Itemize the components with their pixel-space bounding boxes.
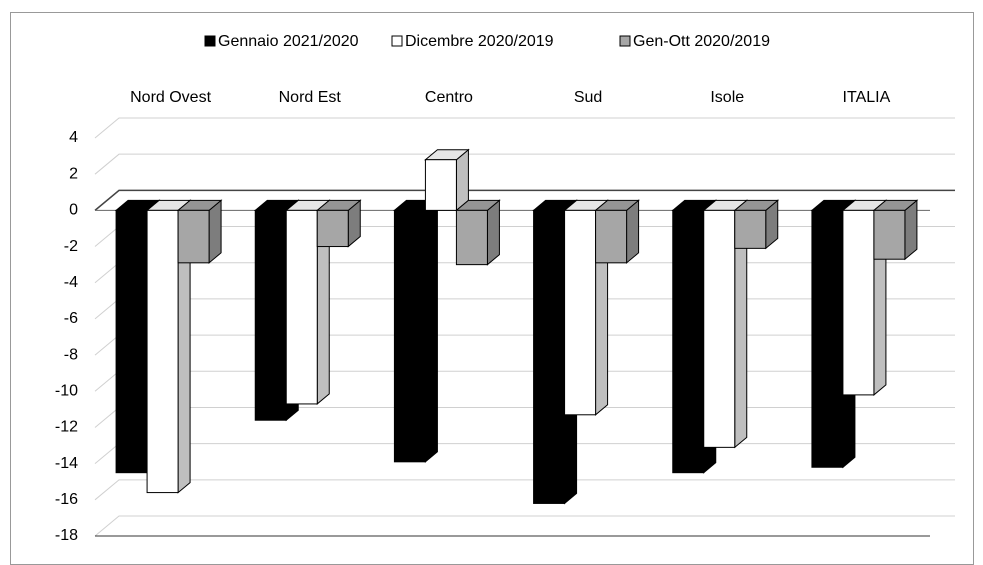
bar: [285, 209, 318, 405]
category-label: Sud: [574, 89, 602, 106]
bar: [595, 209, 628, 264]
legend-label: Dicembre 2020/2019: [405, 33, 554, 50]
grid-line: [94, 117, 955, 139]
bar: [146, 209, 179, 494]
bar: [873, 209, 906, 260]
bar: [115, 209, 148, 474]
category-label: Isole: [710, 89, 744, 106]
bar-side: [626, 199, 640, 264]
legend-label: Gennaio 2021/2020: [218, 33, 359, 50]
grid-line: [94, 153, 955, 175]
bar: [177, 209, 210, 264]
bar: [811, 209, 844, 468]
category-label: ITALIA: [843, 89, 891, 106]
y-tick-label: -2: [64, 238, 78, 255]
y-tick-label: -6: [64, 310, 78, 327]
bar: [734, 209, 767, 249]
bar: [703, 209, 736, 448]
bar: [672, 209, 705, 474]
category-label: Centro: [425, 89, 473, 106]
y-tick-label: -10: [55, 382, 78, 399]
bar: [424, 159, 457, 211]
y-tick-label: -18: [55, 527, 78, 544]
grid-line: [94, 515, 955, 537]
y-tick-label: 0: [69, 202, 78, 219]
bar: [316, 209, 349, 248]
zero-line: [94, 189, 955, 211]
bar-side: [424, 199, 438, 463]
bar-side: [486, 199, 500, 266]
y-tick-label: -16: [55, 491, 78, 508]
bar: [254, 209, 287, 421]
y-tick-label: -4: [64, 274, 78, 291]
legend-marker: [204, 35, 216, 47]
y-tick-label: -8: [64, 346, 78, 363]
legend-marker: [391, 35, 403, 47]
bar: [393, 209, 426, 463]
bar: [564, 209, 597, 416]
bar-side: [208, 199, 222, 264]
y-tick-label: -12: [55, 419, 78, 436]
y-tick-label: 2: [69, 165, 78, 182]
grid-line: [94, 479, 955, 501]
category-label: Nord Est: [279, 89, 342, 106]
y-tick-label: 4: [69, 129, 78, 146]
category-label: Nord Ovest: [130, 89, 211, 106]
legend-marker: [619, 35, 631, 47]
legend-label: Gen-Ott 2020/2019: [633, 33, 770, 50]
bar: [533, 209, 566, 504]
bar: [842, 209, 875, 396]
y-tick-label: -14: [55, 455, 78, 472]
bar: [455, 209, 488, 266]
